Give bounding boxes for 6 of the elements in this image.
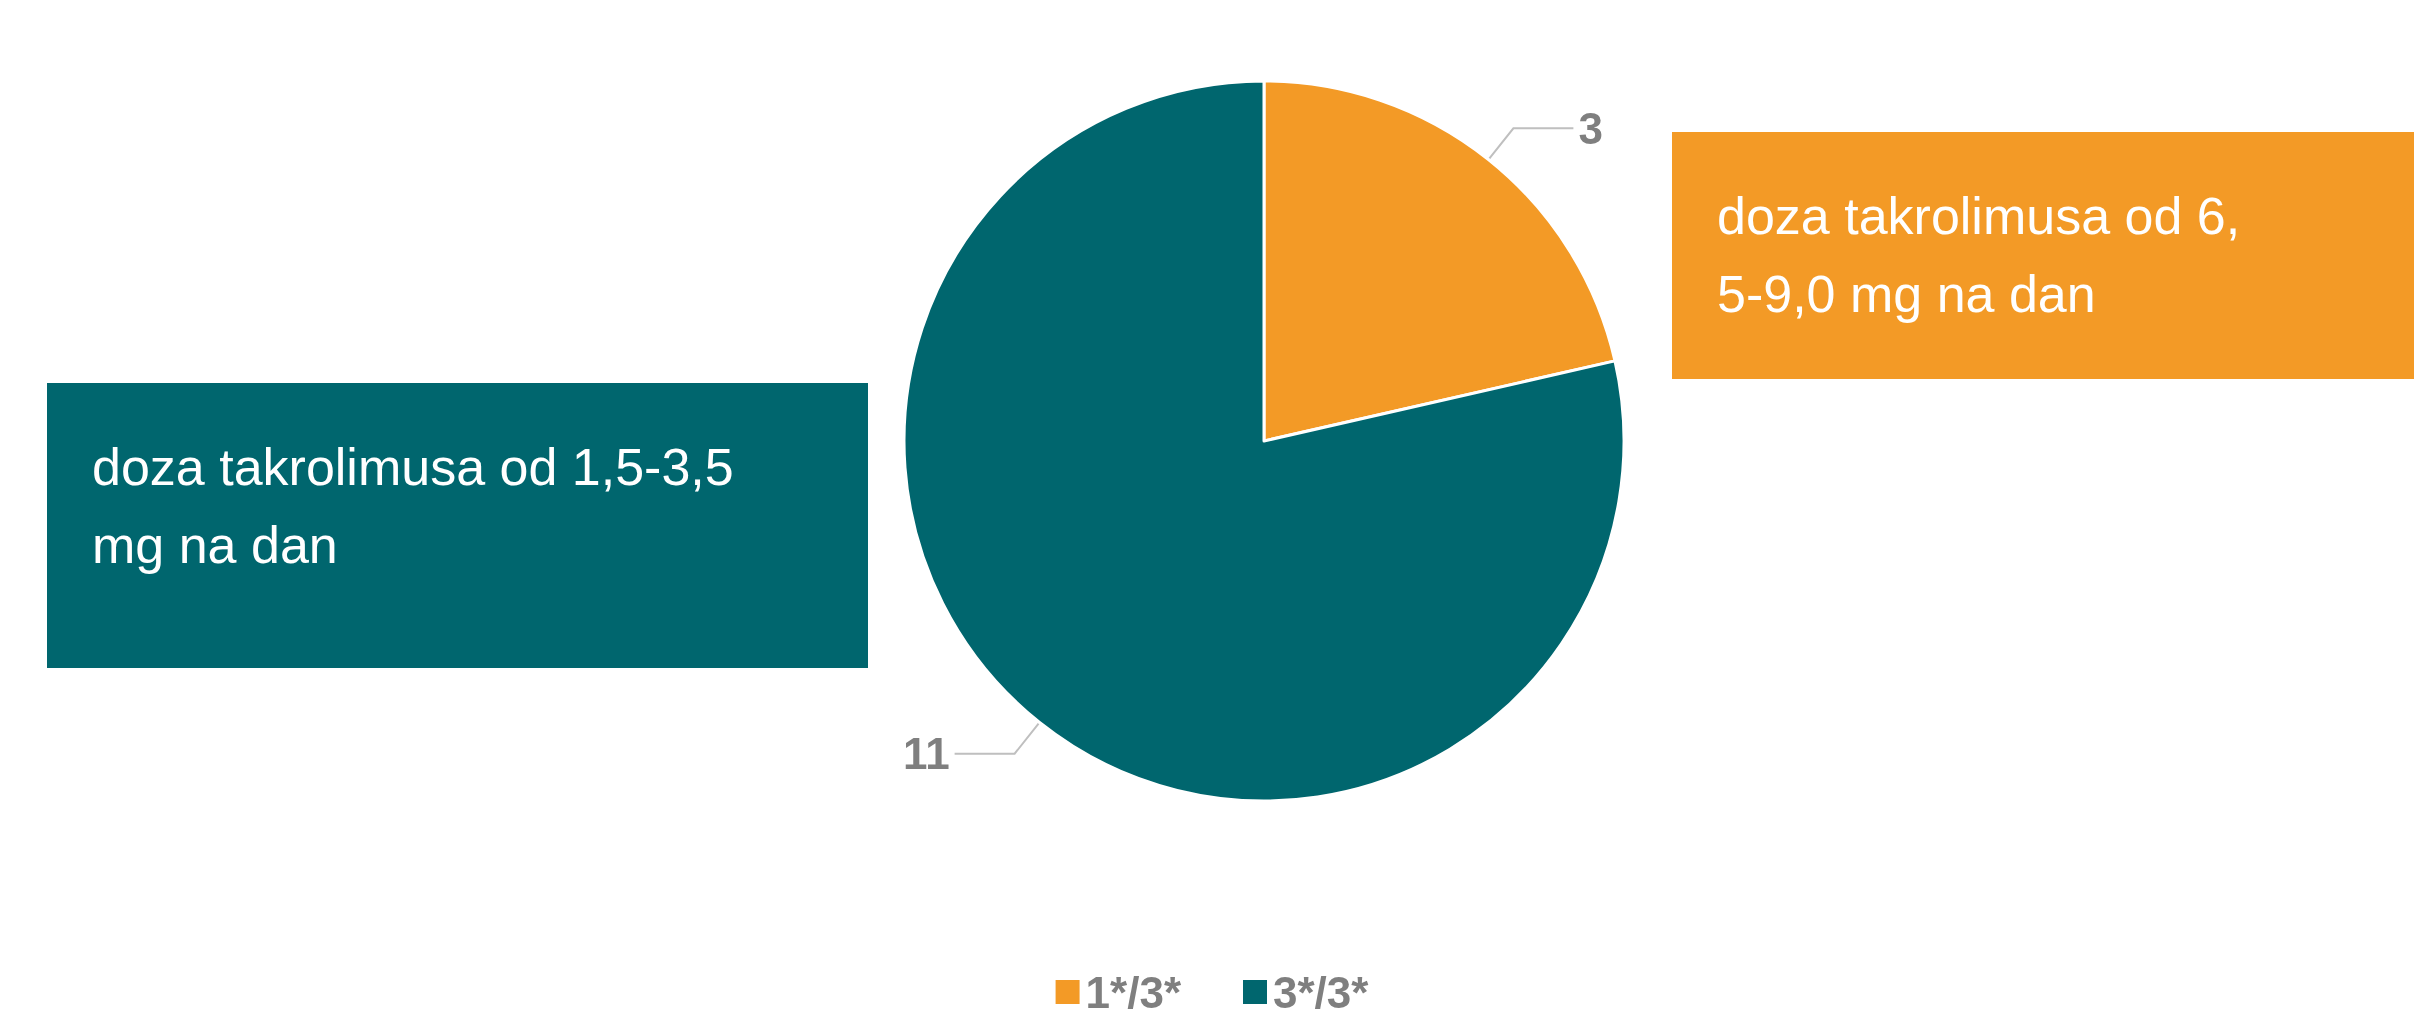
legend-label: 1*/3* xyxy=(1085,967,1182,1017)
data-label: 3 xyxy=(1578,103,1603,153)
data-label: 11 xyxy=(903,729,950,779)
text: doza takrolimusa od 1,5-3,5 mg na dan xyxy=(92,438,749,574)
text: doza takrolimusa od 6,5-9,0 mg na dan xyxy=(1717,187,2241,323)
legend-label: 3*/3* xyxy=(1273,967,1370,1017)
